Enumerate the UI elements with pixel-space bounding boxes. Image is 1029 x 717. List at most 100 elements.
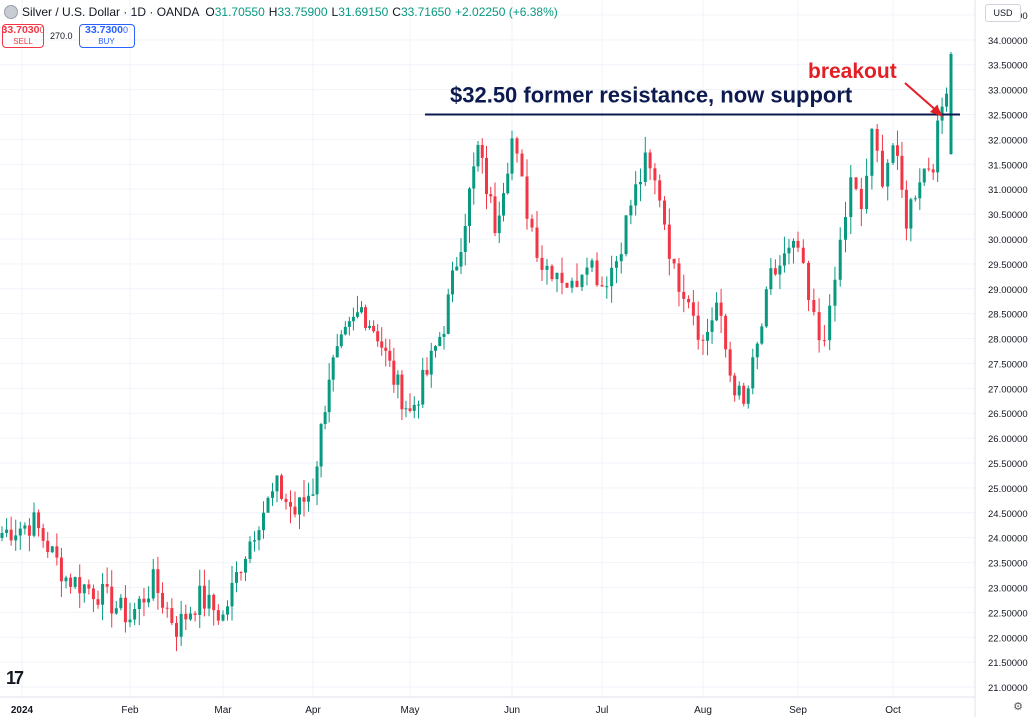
candle-body [266,497,270,513]
candle-body [585,267,589,275]
candle-body [32,512,36,536]
candle-body [854,177,858,189]
candle-body [476,144,480,167]
candle-body [380,341,384,348]
candle-body [253,540,256,542]
candle-body [335,346,339,358]
candle-body [936,120,940,173]
candle-body [142,598,146,603]
candle-body [384,347,388,351]
candle-body [706,331,710,341]
currency-select[interactable]: USD [985,4,1021,22]
candle-body [545,265,549,270]
candle-body [372,325,376,332]
close-value: 33.71650 [400,5,451,19]
candle-body [833,279,837,306]
candle-body [918,182,922,199]
x-tick-label: Oct [885,705,901,716]
candle-body [822,340,826,342]
buy-button[interactable]: 33.73000 BUY [78,24,135,48]
candle-body [119,597,123,609]
candle-body [165,607,169,609]
candle-body [560,272,564,283]
candle-body [188,613,192,620]
candle-body [302,497,306,502]
candle-body [672,258,676,264]
open-value: 31.70550 [214,5,265,19]
candle-body [742,385,746,404]
settings-icon[interactable]: ⚙ [1013,700,1023,713]
candle-body [64,577,68,582]
candle-body [311,494,315,496]
candle-body [425,369,429,375]
candle-body [634,184,638,206]
candle-body [212,594,216,611]
candle-body [193,613,197,615]
candle-body [719,302,723,316]
y-tick-label: 21.00000 [988,683,1028,694]
ohlc-values: O31.70550 H33.75900 L31.69150 C33.71650 … [205,5,557,19]
y-tick-label: 26.50000 [988,409,1028,420]
candle-body [307,495,310,502]
candle-body [101,583,105,605]
candle-body [485,157,488,195]
candle-body [364,307,368,328]
sell-button[interactable]: 33.70300 SELL [1,24,45,48]
candle-body [909,199,913,229]
candle-body [913,198,917,200]
candle-body [96,599,100,605]
candle-body [235,572,238,583]
symbol-title[interactable]: Silver / U.S. Dollar · 1D · OANDA [22,5,200,19]
y-tick-label: 23.00000 [988,583,1028,594]
candle-body [438,336,442,347]
candle-body [865,175,869,210]
candle-body [715,302,719,321]
candle-body [787,247,791,254]
candle-body [520,153,524,177]
candle-body [455,266,459,271]
y-tick-label: 32.50000 [988,111,1028,122]
candle-body [812,299,816,313]
candle-body [293,506,297,515]
candle-body [339,334,343,347]
x-tick-label: Mar [214,705,232,716]
candle-body [376,331,380,342]
candle-body [355,312,359,317]
candle-body [489,194,493,197]
candle-body [849,177,853,218]
candle-body [239,572,243,574]
x-tick-label: Feb [121,705,139,716]
x-tick-label: Sep [789,705,807,716]
candle-body [555,272,559,280]
high-value: 33.75900 [277,5,328,19]
candle-body [663,200,667,225]
y-tick-label: 30.00000 [988,235,1028,246]
candle-body [653,168,657,181]
candle-body [880,150,884,187]
candle-body [275,475,279,492]
candle-body [110,586,114,614]
candle-body [55,546,59,558]
candle-body [429,350,433,375]
candle-body [540,257,544,270]
candle-body [257,530,261,541]
candle-body [751,357,755,389]
candle-body [682,291,686,299]
candle-body [73,577,77,587]
candle-body [807,262,811,300]
candle-body [442,333,446,337]
candle-body [14,535,18,541]
breakout-arrow [904,82,939,113]
candle-body [315,466,319,495]
y-tick-label: 31.50000 [988,160,1028,171]
sell-price: 33.7030 [1,24,40,36]
buy-price-small: 0 [123,25,129,35]
candle-body [434,346,437,351]
candle-body [493,196,497,234]
candle-body [198,585,202,615]
candle-body [535,227,539,258]
candle-body [891,145,895,163]
candle-body [904,189,908,229]
spread-value: 270.0 [50,31,73,41]
